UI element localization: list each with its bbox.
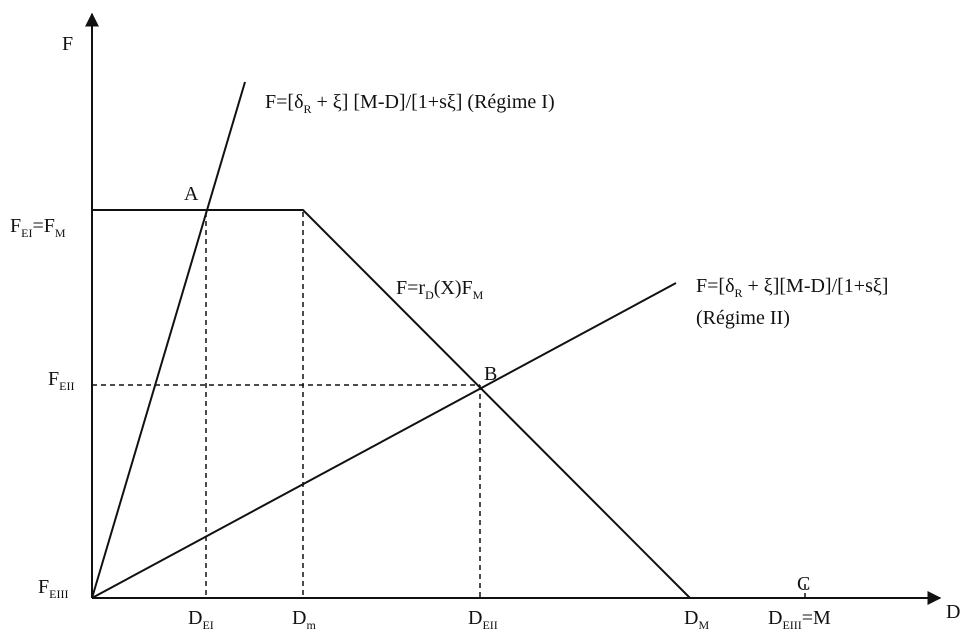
point-a: A xyxy=(184,183,199,205)
point-c: C xyxy=(797,573,810,595)
capacity-curve xyxy=(92,209,691,599)
x-tick-dei: DEI xyxy=(188,607,214,632)
x-tick-deii: DEII xyxy=(468,607,498,632)
regime1-line xyxy=(91,81,246,599)
point-b: B xyxy=(484,363,497,385)
y-axis-label: F xyxy=(62,33,73,55)
y-tick-feiii: FEIII xyxy=(38,576,68,601)
x-tick-deiii-m: DEIII=M xyxy=(768,607,831,632)
x-tick-dm-big: DM xyxy=(684,607,709,632)
x-tick-dm-small: Dm xyxy=(292,607,316,632)
y-tick-feii: FEII xyxy=(48,368,74,393)
x-axis-label: D xyxy=(946,601,960,623)
capacity-label: F=rD(X)FM xyxy=(396,277,484,302)
regime1-label: F=[δR + ξ] [M-D]/[1+sξ] (Régime I) xyxy=(265,91,555,116)
regime2-label: F=[δR + ξ][M-D]/[1+sξ] xyxy=(696,275,888,300)
regime2-label-line2: (Régime II) xyxy=(696,307,790,329)
y-tick-fei-fm: FEI=FM xyxy=(10,215,66,240)
regime2-line xyxy=(91,282,677,599)
